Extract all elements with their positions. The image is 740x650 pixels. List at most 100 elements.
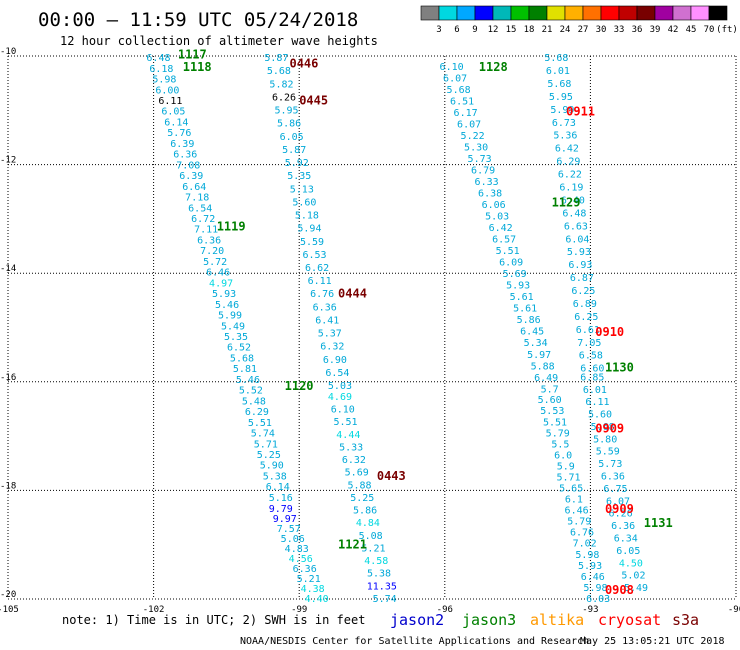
- wave-height-value: 6.38: [478, 188, 502, 199]
- pass-time-label: 1130: [605, 361, 634, 375]
- wave-height-value: 6.07: [457, 119, 481, 130]
- wave-height-value: 5.92: [285, 158, 309, 169]
- wave-height-value: 6.0: [554, 450, 572, 461]
- wave-height-value: 5.52: [239, 386, 263, 397]
- wave-height-value: 6.85: [580, 372, 604, 383]
- wave-height-value: 5.36: [553, 131, 577, 142]
- wave-height-value: 5.95: [549, 92, 573, 103]
- wave-height-value: 6.05: [161, 107, 185, 118]
- wave-height-value: 5.16: [269, 493, 293, 504]
- wave-height-value: 5.93: [506, 281, 530, 292]
- legend-cryosat: cryosat: [598, 611, 661, 629]
- wave-height-value: 6.25: [574, 312, 598, 323]
- wave-height-value: 5.46: [236, 375, 260, 386]
- wave-height-value: 6.36: [173, 150, 197, 161]
- wave-height-value: 6.36: [601, 472, 625, 483]
- wave-height-value: 6.09: [499, 258, 523, 269]
- wave-height-value: 5.71: [556, 472, 580, 483]
- wave-height-value: 7.05: [577, 338, 601, 349]
- wave-height-value: 5.68: [447, 85, 471, 96]
- colorbar-swatch: [456, 5, 476, 21]
- wave-height-value: 6.10: [331, 405, 355, 416]
- pass-time-label: 0444: [338, 287, 367, 301]
- wave-height-value: 6.93: [568, 260, 592, 271]
- wave-height-value: 6.54: [188, 203, 212, 214]
- wave-height-value: 5.60: [292, 197, 316, 208]
- pass-time-label: 0445: [299, 93, 328, 107]
- wave-height-value: 7.11: [194, 225, 218, 236]
- wave-height-value: 6.79: [471, 165, 495, 176]
- wave-height-value: 5.93: [212, 289, 236, 300]
- wave-height-value: 5.74: [373, 594, 397, 605]
- wave-height-value: 6.63: [564, 221, 588, 232]
- wave-height-value: 6.11: [308, 276, 332, 287]
- wave-height-value: 6.14: [164, 117, 188, 128]
- wave-height-value: 6.11: [585, 397, 609, 408]
- colorbar-swatch: [420, 5, 440, 21]
- wave-height-value: 4.84: [356, 518, 380, 529]
- wave-height-value: 4.44: [336, 430, 360, 441]
- colorbar-legend: 3 6 9 12 15 18 21 24 27 30 33 36 39 42 45 70 (ft): [420, 5, 738, 35]
- wave-height-value: 7.57: [277, 524, 301, 535]
- pass-time-label: 1119: [217, 219, 246, 233]
- wave-height-value: 5.86: [517, 315, 541, 326]
- colorbar-swatch: [564, 5, 584, 21]
- pass-time-label: 1121: [338, 538, 367, 552]
- pass-time-label: 0443: [377, 469, 406, 483]
- colorbar-label: 30: [596, 25, 607, 35]
- wave-height-value: 6.87: [570, 273, 594, 284]
- wave-height-value: 6.45: [520, 327, 544, 338]
- wave-height-value: 6.34: [614, 533, 638, 544]
- wave-height-value: 4.69: [328, 392, 352, 403]
- wave-height-value: 5.59: [300, 237, 324, 248]
- wave-height-value: 5.18: [295, 211, 319, 222]
- wave-height-value: 5.98: [575, 550, 599, 561]
- wave-height-value: 5.30: [464, 142, 488, 153]
- wave-height-value: 5.38: [367, 569, 391, 580]
- y-tick-label: -10: [0, 47, 16, 57]
- wave-height-value: 4.97: [209, 278, 233, 289]
- x-tick-label: -93: [582, 605, 598, 615]
- wave-height-value: 5.69: [345, 468, 369, 479]
- page-subtitle: 12 hour collection of altimeter wave hei…: [60, 34, 378, 48]
- wave-height-value: 5.7: [541, 384, 559, 395]
- wave-height-value: 5.21: [361, 543, 385, 554]
- x-tick-label: -90: [728, 605, 740, 615]
- pass-time-label: 1120: [285, 379, 314, 393]
- wave-height-value: 6.03: [586, 594, 610, 605]
- colorbar-label: 70: [704, 25, 715, 35]
- wave-height-value: 7.18: [185, 193, 209, 204]
- colorbar-swatch: [636, 5, 656, 21]
- wave-height-value: 5.06: [281, 534, 305, 545]
- y-tick-label: -20: [0, 590, 16, 600]
- colorbar-label: 27: [578, 25, 589, 35]
- wave-height-value: 6.49: [534, 373, 558, 384]
- colorbar-swatch: [672, 5, 692, 21]
- wave-height-value: 4.50: [619, 558, 643, 569]
- wave-height-value: 6.51: [450, 96, 474, 107]
- wave-height-value: 5.33: [339, 442, 363, 453]
- wave-height-value: 6.04: [565, 234, 589, 245]
- wave-height-value: 5.49: [624, 583, 648, 594]
- x-tick-label: -99: [291, 605, 307, 615]
- wave-height-value: 5.03: [485, 212, 509, 223]
- colorbar-label: 45: [686, 25, 697, 35]
- wave-height-values: 6.486.185.986.006.116.056.145.766.396.36…: [146, 53, 648, 605]
- wave-height-value: 5.73: [468, 154, 492, 165]
- wave-height-value: 6.19: [559, 183, 583, 194]
- wave-height-value: 5.82: [269, 79, 293, 90]
- wave-height-value: 7.08: [176, 160, 200, 171]
- wave-height-value: 5.98: [152, 75, 176, 86]
- colorbar-swatch: [708, 5, 728, 21]
- wave-height-value: 5.68: [230, 353, 254, 364]
- wave-height-value: 6.32: [342, 455, 366, 466]
- page-title: 00:00 – 11:59 UTC 05/24/2018: [38, 9, 358, 31]
- wave-height-value: 5.49: [221, 321, 245, 332]
- colorbar-label: (ft): [716, 25, 738, 35]
- wave-height-value: 5.68: [547, 79, 571, 90]
- colorbar-label: 18: [524, 25, 535, 35]
- wave-height-value: 5.69: [503, 269, 527, 280]
- wave-height-value: 5.51: [543, 417, 567, 428]
- colorbar-label: 42: [668, 25, 679, 35]
- wave-height-value: 5.48: [242, 396, 266, 407]
